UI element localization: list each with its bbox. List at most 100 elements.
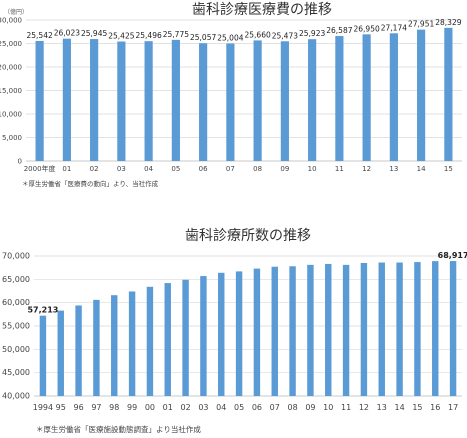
c2-bar: [75, 305, 82, 396]
c2-x-tick-label: 16: [430, 403, 440, 412]
c2-bar: [200, 276, 207, 396]
c2-x-tick-label: 95: [56, 403, 66, 412]
c2-bar: [360, 263, 368, 396]
c2-x-tick-label: 11: [341, 403, 351, 412]
c1-x-tick-label: 05: [171, 165, 180, 173]
c1-y-tick-label: 30,000: [0, 17, 22, 25]
chart2-gridlines: [34, 255, 462, 397]
c2-bar: [128, 291, 136, 396]
c1-data-label: 25,945: [81, 29, 107, 38]
c2-x-tick-label: 97: [91, 403, 101, 412]
c1-data-label: 26,023: [54, 29, 80, 38]
chart2-bars: [39, 261, 457, 396]
c2-bar: [146, 286, 154, 396]
c1-data-label: 25,496: [136, 31, 162, 40]
c1-data-label: 25,775: [163, 30, 189, 39]
c2-x-tick-label: 10: [323, 403, 333, 412]
c1-x-tick-label: 10: [308, 165, 317, 173]
c2-x-tick-label: 13: [377, 403, 387, 412]
c2-x-tick-label: 12: [359, 403, 369, 412]
c1-x-tick-label: 2000年度: [24, 164, 56, 173]
c1-data-label: 25,425: [108, 32, 134, 41]
c1-bar: [335, 36, 344, 161]
c1-x-tick-label: 08: [253, 165, 262, 173]
c2-x-tick-label: 09: [305, 403, 315, 412]
c1-x-tick-label: 14: [417, 165, 426, 173]
chart2-title: 歯科診療所数の推移: [185, 227, 311, 244]
c2-x-tick-label: 06: [252, 403, 262, 412]
c2-bar: [271, 266, 278, 396]
c2-bar: [57, 310, 64, 396]
c2-bar: [93, 299, 100, 396]
c1-x-tick-label: 12: [362, 165, 371, 173]
c2-x-tick-label: 01: [163, 403, 173, 412]
c1-y-tick-label: 10,000: [0, 111, 22, 119]
chart2-y-axis: 40,000 45,000 50,000 55,000 60,000 65,000 70,0…: [2, 252, 30, 401]
c2-y-tick-label: 65,000: [2, 275, 30, 284]
chart1-source-note: ＊厚生労働省「医療費の動向」より、当社作成: [22, 179, 159, 188]
c2-bar: [182, 279, 189, 396]
c1-bar: [90, 39, 99, 161]
c2-y-tick-label: 45,000: [2, 368, 30, 377]
c1-bar: [35, 40, 44, 161]
c1-data-label: 25,923: [299, 29, 325, 38]
c2-x-tick-label: 07: [270, 403, 280, 412]
c2-y-tick-label: 55,000: [2, 322, 30, 331]
c1-y-tick-label: 20,000: [0, 64, 22, 72]
chart-dental-clinic-count: 歯科診療所数の推移 40,000 45,000 50,000 55,000 60,000…: [2, 227, 467, 434]
c1-data-label: 25,473: [272, 31, 298, 40]
c2-bar: [235, 271, 243, 396]
c1-bar: [308, 39, 317, 162]
c1-bar: [226, 43, 235, 161]
c2-bar: [432, 261, 439, 396]
c2-bar: [253, 268, 261, 396]
c1-bar: [144, 41, 153, 161]
c2-bar: [325, 263, 332, 396]
c1-x-tick-label: 06: [199, 165, 208, 173]
c2-x-tick-label: 17: [448, 403, 458, 412]
c2-bar: [414, 262, 421, 396]
c1-y-tick-label: 25,000: [0, 40, 22, 48]
c1-bar: [444, 27, 453, 162]
c2-bar: [39, 315, 47, 396]
c2-y-tick-label: 50,000: [2, 345, 30, 354]
c1-data-label: 25,057: [190, 33, 216, 42]
c1-data-label: 25,542: [27, 31, 53, 40]
c2-x-tick-label: 14: [394, 403, 404, 412]
chart2-data-labels: 57,213 68,917: [27, 251, 467, 315]
c1-x-tick-label: 04: [144, 165, 153, 173]
c2-x-tick-label: 96: [73, 403, 83, 412]
c1-data-label: 26,950: [354, 24, 380, 33]
c2-bar: [218, 272, 225, 396]
c2-y-tick-label: 60,000: [2, 298, 30, 307]
chart1-bars: [35, 27, 453, 162]
chart1-unit-label: （億円）: [4, 8, 28, 16]
c1-x-tick-label: 02: [90, 165, 99, 173]
c2-bar: [396, 262, 403, 396]
c2-x-tick-label: 00: [145, 403, 155, 412]
c2-y-tick-label: 40,000: [2, 392, 30, 401]
c2-bar: [307, 264, 314, 396]
c1-y-tick-label: 0: [18, 158, 22, 166]
c1-bar: [199, 43, 208, 161]
c2-x-tick-label: 02: [180, 403, 190, 412]
c2-x-tick-label: 98: [109, 403, 119, 412]
c1-x-tick-label: 07: [226, 165, 235, 173]
c1-x-tick-label: 01: [62, 165, 71, 173]
c1-x-tick-label: 11: [335, 165, 344, 173]
c2-x-tick-label: 15: [412, 403, 422, 412]
c1-data-label: 28,329: [435, 18, 461, 27]
c1-x-tick-label: 13: [389, 165, 398, 173]
c1-data-label: 25,004: [217, 33, 243, 42]
c1-bar: [417, 29, 426, 162]
c1-bar: [389, 33, 398, 162]
chart1-x-axis: 2000年度 01 02 03 04 05 06 07 08 09 10 11 12 13 14 15: [24, 164, 453, 173]
c2-y-tick-label: 70,000: [2, 252, 30, 261]
c2-x-tick-label: 05: [234, 403, 244, 412]
c2-data-label: 57,213: [27, 306, 58, 315]
c1-bar: [280, 41, 289, 161]
c2-bar: [342, 264, 350, 396]
c2-x-tick-label: 03: [198, 403, 208, 412]
c1-data-label: 27,951: [408, 20, 434, 29]
